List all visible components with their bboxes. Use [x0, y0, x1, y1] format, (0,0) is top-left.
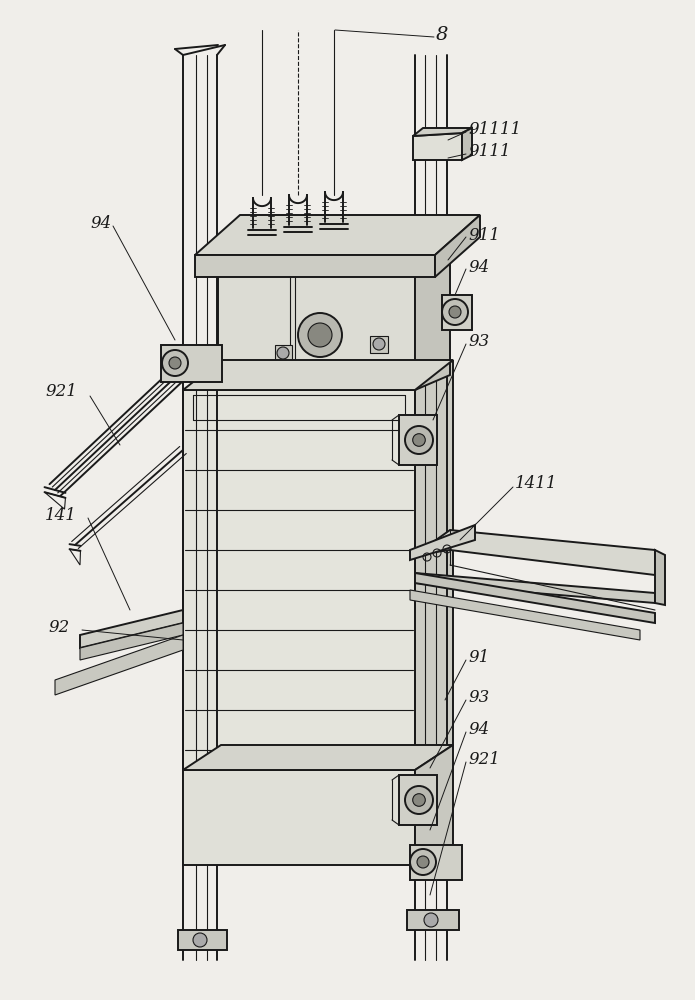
Polygon shape — [407, 910, 459, 930]
Circle shape — [162, 350, 188, 376]
Polygon shape — [442, 295, 472, 330]
Polygon shape — [399, 415, 437, 465]
Polygon shape — [413, 133, 462, 160]
Polygon shape — [161, 345, 222, 382]
Text: 9111: 9111 — [468, 143, 511, 160]
Polygon shape — [415, 247, 450, 390]
Circle shape — [424, 913, 438, 927]
Polygon shape — [183, 360, 453, 390]
Circle shape — [308, 323, 332, 347]
Circle shape — [413, 794, 425, 806]
Text: 921: 921 — [468, 752, 500, 768]
Text: 141: 141 — [45, 506, 77, 524]
Polygon shape — [370, 336, 388, 353]
Polygon shape — [183, 770, 415, 865]
Text: 911: 911 — [468, 227, 500, 243]
Polygon shape — [80, 610, 183, 648]
Circle shape — [405, 786, 433, 814]
Text: 92: 92 — [48, 619, 70, 637]
Circle shape — [413, 434, 425, 446]
Text: 91: 91 — [468, 650, 489, 666]
Text: 94: 94 — [468, 722, 489, 738]
Circle shape — [277, 347, 289, 359]
Polygon shape — [410, 845, 462, 880]
Polygon shape — [655, 550, 665, 605]
Text: 94: 94 — [468, 258, 489, 275]
Polygon shape — [178, 930, 227, 950]
Circle shape — [169, 357, 181, 369]
Text: 921: 921 — [45, 383, 77, 400]
Circle shape — [373, 338, 385, 350]
Text: 93: 93 — [468, 334, 489, 351]
Text: 8: 8 — [436, 26, 448, 44]
Polygon shape — [80, 623, 183, 660]
Polygon shape — [195, 255, 435, 277]
Polygon shape — [275, 345, 292, 362]
Polygon shape — [55, 635, 183, 695]
Circle shape — [405, 426, 433, 454]
Polygon shape — [435, 215, 480, 277]
Text: 1411: 1411 — [515, 476, 557, 492]
Circle shape — [193, 933, 207, 947]
Text: 91111: 91111 — [468, 121, 521, 138]
Polygon shape — [218, 247, 450, 275]
Polygon shape — [410, 590, 640, 640]
Circle shape — [410, 849, 436, 875]
Polygon shape — [415, 573, 655, 603]
Polygon shape — [413, 128, 472, 136]
Text: 94: 94 — [90, 215, 111, 232]
Polygon shape — [399, 775, 437, 825]
Circle shape — [442, 299, 468, 325]
Polygon shape — [462, 128, 472, 160]
Polygon shape — [410, 525, 475, 560]
Polygon shape — [218, 275, 415, 390]
Polygon shape — [415, 745, 453, 865]
Polygon shape — [415, 530, 655, 575]
Circle shape — [449, 306, 461, 318]
Circle shape — [417, 856, 429, 868]
Polygon shape — [415, 573, 655, 623]
Polygon shape — [183, 390, 415, 770]
Polygon shape — [415, 360, 453, 770]
Circle shape — [298, 313, 342, 357]
Polygon shape — [183, 745, 453, 770]
Polygon shape — [195, 215, 480, 255]
Text: 93: 93 — [468, 690, 489, 706]
